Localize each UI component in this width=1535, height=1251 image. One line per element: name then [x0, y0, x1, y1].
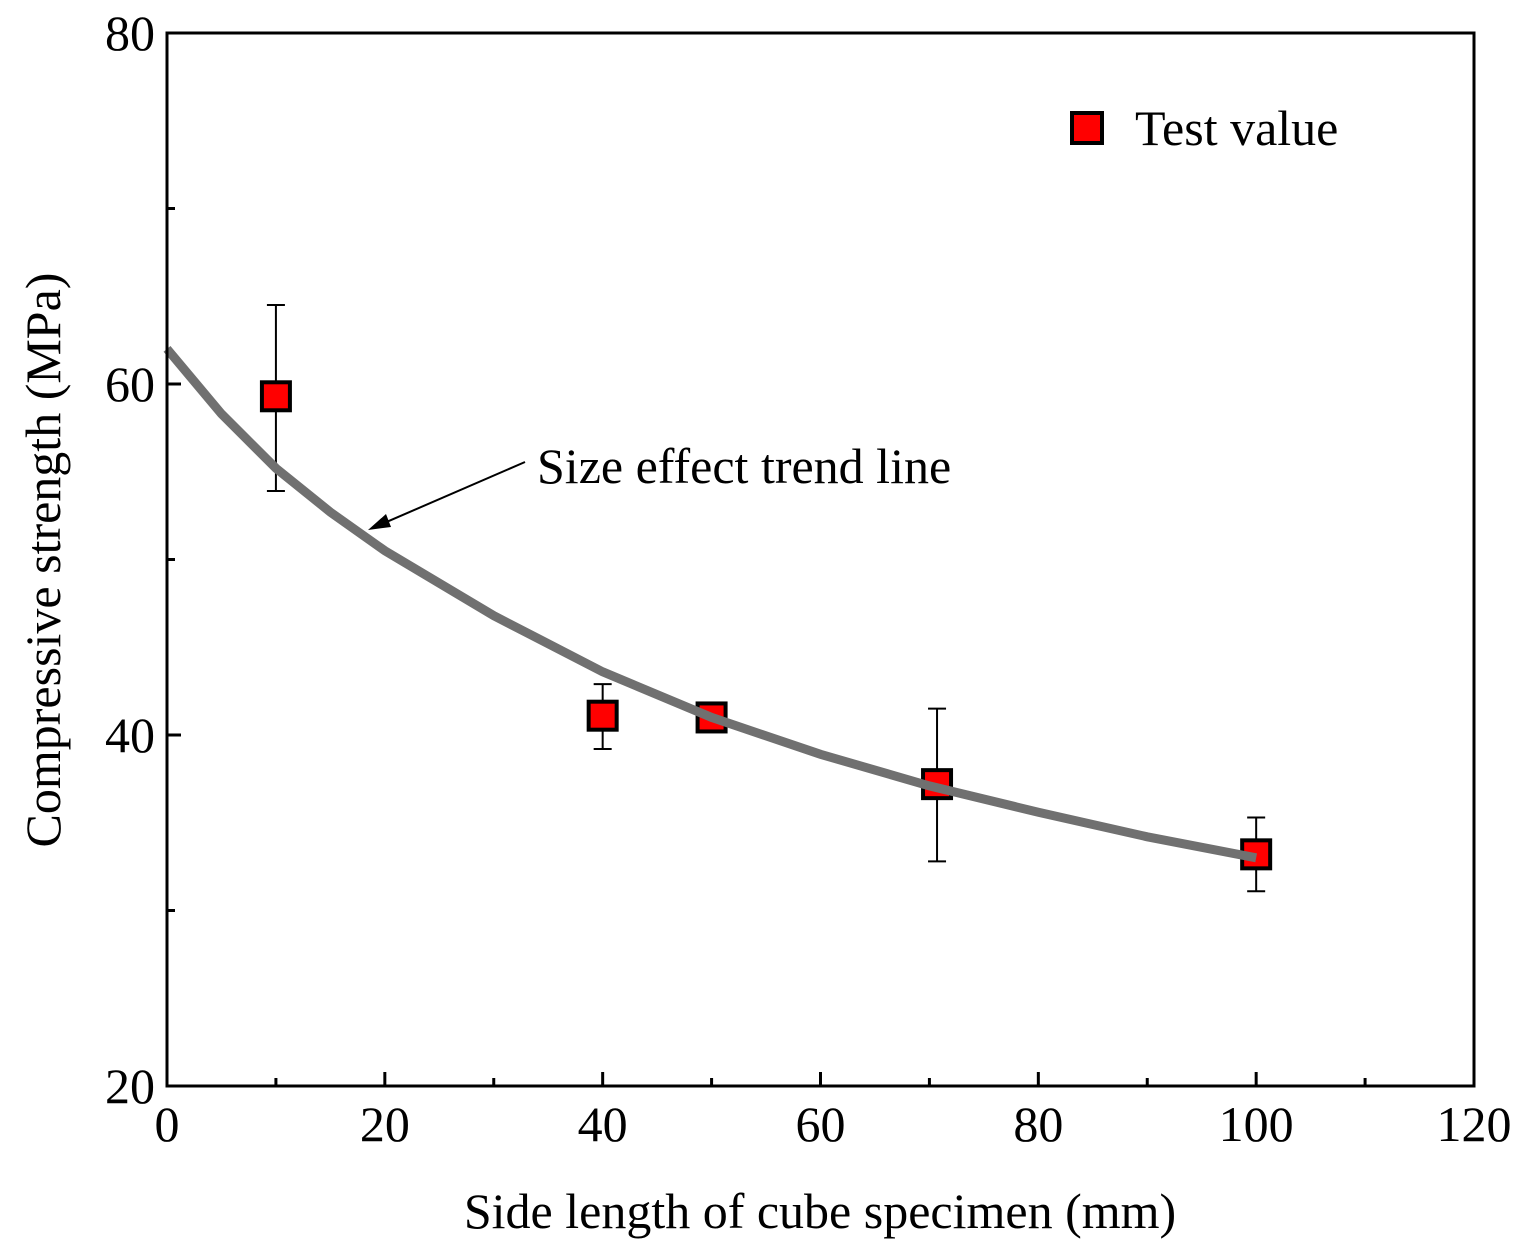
legend: Test value — [1070, 100, 1338, 156]
arrow-head-icon — [368, 514, 391, 530]
x-tick-label: 80 — [1013, 1096, 1063, 1152]
annotation-arrow — [374, 461, 526, 528]
x-tick-label: 60 — [796, 1096, 846, 1152]
legend-label: Test value — [1135, 100, 1338, 156]
annotation-text: Size effect trend line — [537, 438, 951, 494]
trend-line — [163, 346, 1258, 863]
y-tick-label: 40 — [105, 707, 155, 763]
plot-frame — [165, 31, 1476, 1088]
x-tick-label: 0 — [155, 1096, 180, 1152]
legend-marker — [1070, 111, 1104, 145]
y-tick-label: 80 — [105, 5, 155, 61]
y-tick-label: 60 — [105, 356, 155, 412]
x-axis-label: Side length of cube specimen (mm) — [464, 1183, 1176, 1239]
x-tick-label: 100 — [1219, 1096, 1294, 1152]
data-point — [259, 380, 292, 413]
data-point — [586, 699, 619, 732]
y-tick-label: 20 — [105, 1058, 155, 1114]
annotation: Size effect trend line — [368, 438, 951, 530]
y-axis-label: Compressive strength (MPa) — [15, 273, 71, 848]
x-tick-label: 20 — [360, 1096, 410, 1152]
x-tick-label: 120 — [1437, 1096, 1512, 1152]
x-tick-label: 40 — [578, 1096, 628, 1152]
